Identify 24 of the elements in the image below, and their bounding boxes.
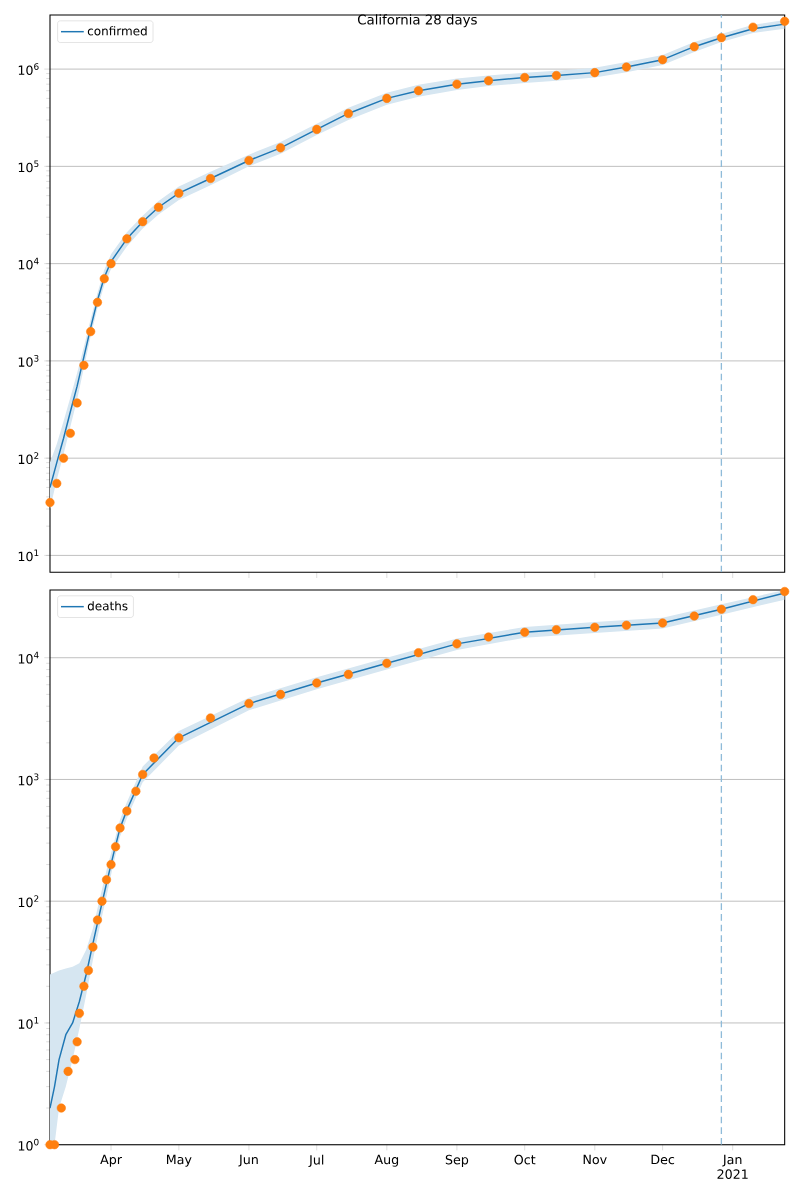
y-tick-label: 10$^{3}$ xyxy=(18,773,39,786)
y-tick-label: 10$^{1}$ xyxy=(18,1017,39,1029)
y-tick-label: 10$^{3}$ xyxy=(18,354,39,367)
legend-label: confirmed xyxy=(87,26,147,36)
x-tick-label: Oct xyxy=(514,1154,536,1165)
legend-label: deaths xyxy=(87,601,128,611)
y-tick-label: 10$^{2}$ xyxy=(18,452,39,465)
x-tick-label: Apr xyxy=(100,1154,122,1167)
x-tick-label: Jun xyxy=(238,1154,258,1167)
y-tick-label: 10$^{5}$ xyxy=(18,160,39,173)
x-tick-label: May xyxy=(166,1154,192,1167)
y-tick-label: 10$^{2}$ xyxy=(18,895,39,908)
chart-title: California 28 days xyxy=(357,14,477,28)
x-tick-label: Aug xyxy=(374,1154,399,1167)
y-tick-label: 10$^{6}$ xyxy=(18,63,39,76)
x-tick-label: Sep xyxy=(445,1154,469,1167)
x-tick-label: Jul xyxy=(308,1154,324,1168)
x-tick-label: Dec xyxy=(651,1154,675,1165)
y-tick-label: 10$^{0}$ xyxy=(18,1138,39,1151)
x-tick-label: Jan 2021 xyxy=(717,1154,748,1179)
y-tick-label: 10$^{4}$ xyxy=(18,651,39,664)
x-tick-label: Nov xyxy=(583,1154,607,1165)
y-tick-label: 10$^{4}$ xyxy=(18,257,39,270)
y-tick-label: 10$^{1}$ xyxy=(18,549,39,562)
